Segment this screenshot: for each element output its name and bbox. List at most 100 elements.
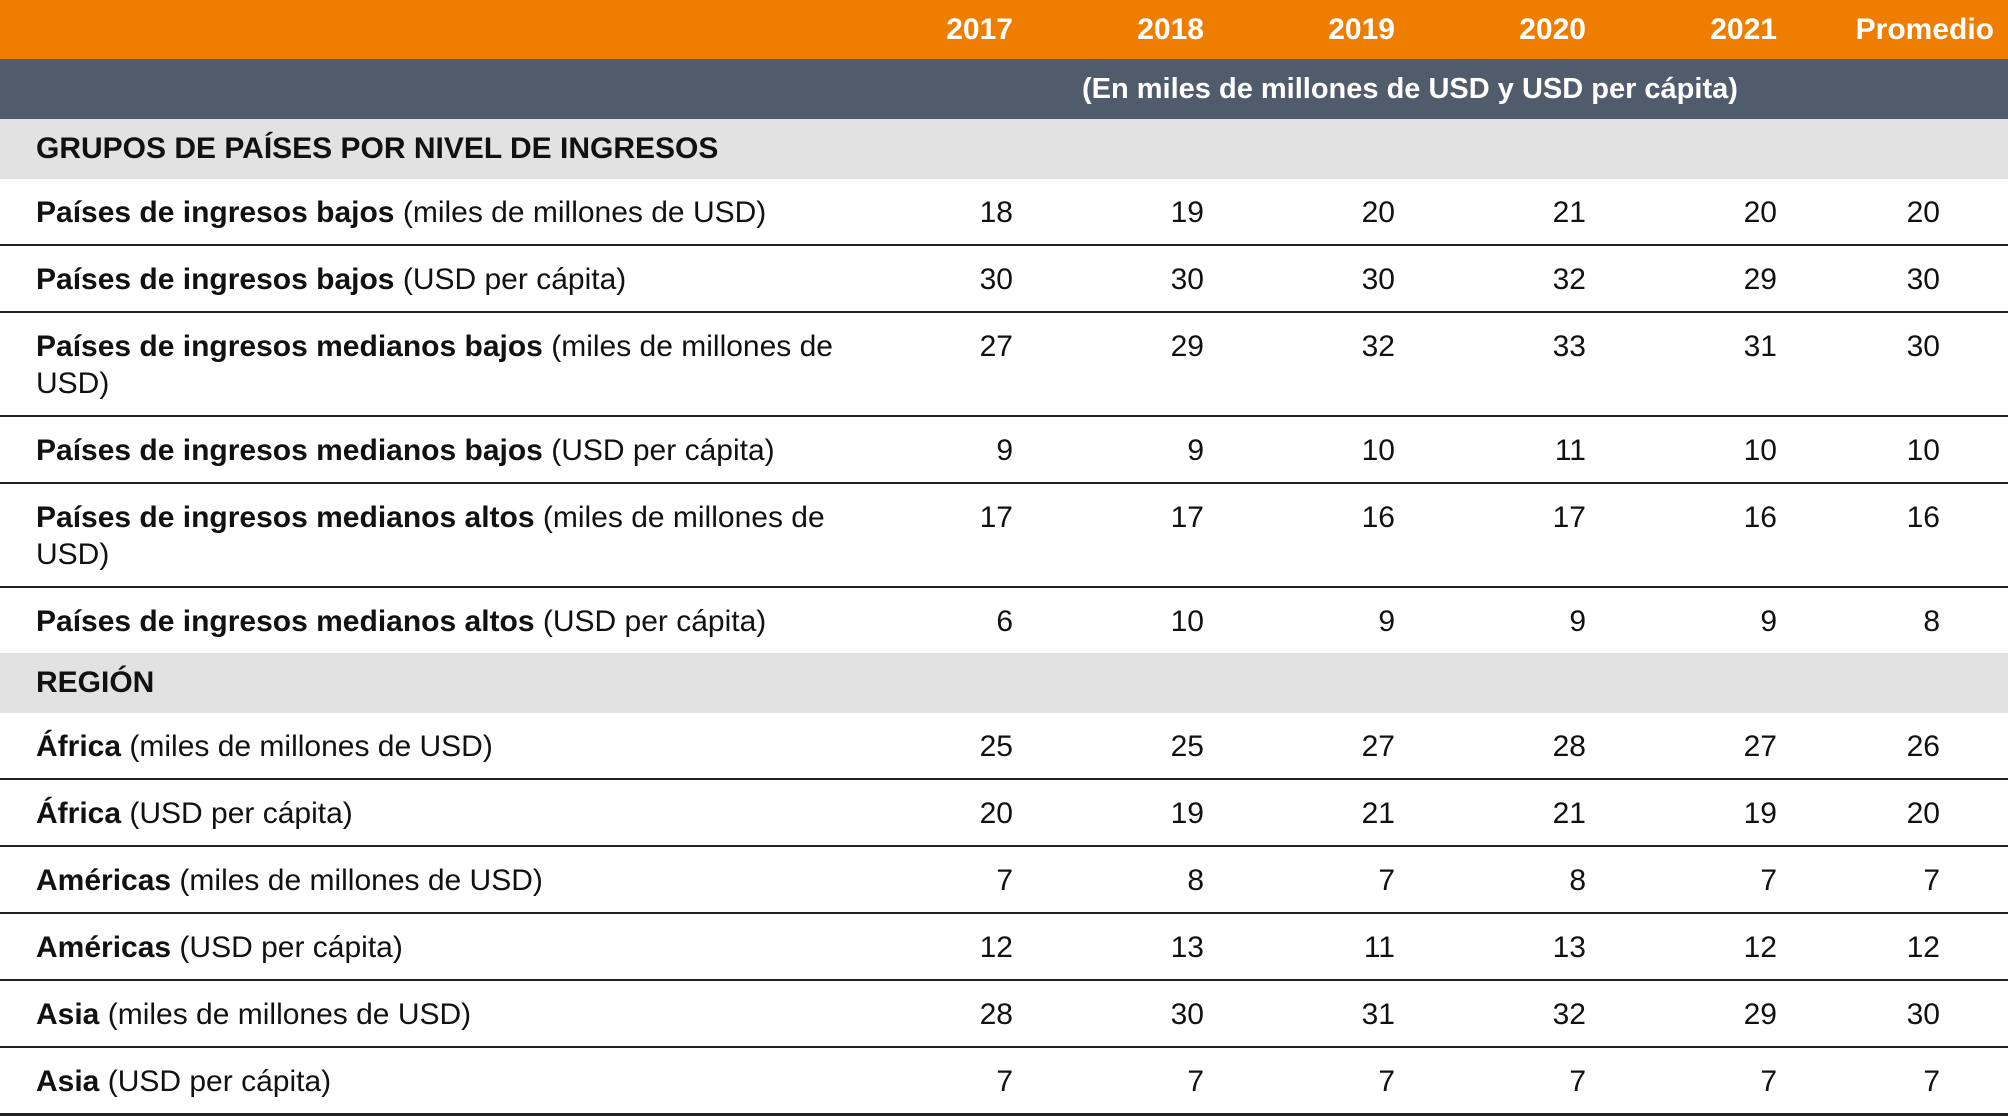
cell-promedio: 16	[1815, 483, 2008, 588]
cell-2021: 20	[1624, 179, 1815, 246]
cell-2018: 30	[1051, 245, 1242, 313]
row-label-name: África	[36, 730, 122, 763]
cell-2017: 7	[860, 846, 1051, 914]
row-label: Países de ingresos medianos bajos (USD p…	[0, 416, 860, 484]
cell-promedio: 10	[1815, 416, 2008, 484]
cell-2020: 28	[1433, 713, 1624, 780]
row-label-name: Américas	[36, 864, 172, 897]
section-header-row: REGIÓN	[0, 653, 2008, 713]
cell-2020: 32	[1433, 245, 1624, 313]
cell-2020: 33	[1433, 312, 1624, 417]
section-title: GRUPOS DE PAÍSES POR NIVEL DE INGRESOS	[0, 119, 2008, 179]
cell-2020: 21	[1433, 179, 1624, 246]
row-label: Países de ingresos bajos (miles de millo…	[0, 179, 860, 246]
column-header-2017: 2017	[860, 0, 1051, 59]
cell-2017: 7	[860, 1047, 1051, 1116]
cell-2020: 11	[1433, 416, 1624, 484]
cell-promedio: 30	[1815, 245, 2008, 313]
row-label: Asia (USD per cápita)	[0, 1047, 860, 1116]
cell-promedio: 12	[1815, 913, 2008, 981]
cell-promedio: 20	[1815, 779, 2008, 847]
row-label: Países de ingresos medianos altos (USD p…	[0, 587, 860, 653]
table-row: Asia (miles de millones de USD) 28 30 31 32 2…	[0, 980, 2008, 1048]
cell-2021: 29	[1624, 980, 1815, 1048]
cell-2020: 8	[1433, 846, 1624, 914]
cell-2019: 9	[1378, 605, 1395, 638]
cell-2021: 10	[1624, 416, 1815, 484]
table-row: Países de ingresos medianos altos (USD p…	[0, 587, 2008, 653]
row-label: Países de ingresos medianos altos (miles…	[0, 483, 860, 588]
cell-2018: 13	[1051, 913, 1242, 981]
cell-2021: 27	[1624, 713, 1815, 780]
section-title: REGIÓN	[0, 653, 2008, 713]
cell-2018: 19	[1051, 179, 1242, 246]
cell-2017: 27	[860, 312, 1051, 417]
cell-2018: 17	[1051, 483, 1242, 588]
cell-2020: 7	[1433, 1047, 1624, 1116]
cell-2017: 12	[860, 913, 1051, 981]
cell-2018: 9	[1051, 416, 1242, 484]
cell-2017: 25	[860, 713, 1051, 780]
table-body: GRUPOS DE PAÍSES POR NIVEL DE INGRESOS Pa…	[0, 119, 2008, 1116]
cell-promedio: 8	[1923, 605, 1940, 638]
column-header-2020: 2020	[1433, 0, 1624, 59]
units-subtitle: (En miles de millones de USD y USD per c…	[860, 59, 2008, 119]
row-label-name: Asia	[36, 998, 100, 1031]
column-header-promedio: Promedio	[1815, 0, 2008, 59]
cell-2018: 19	[1051, 779, 1242, 847]
cell-2019: 16	[1242, 483, 1433, 588]
row-label-unit: (USD per cápita)	[171, 931, 403, 964]
row-label-name: Américas	[36, 931, 172, 964]
row-label-unit: (USD per cápita)	[394, 263, 627, 296]
cell-2018: 29	[1051, 312, 1242, 417]
cell-promedio: 30	[1815, 980, 2008, 1048]
row-label-name: África	[36, 797, 122, 830]
row-label-unit: (USD per cápita)	[99, 1065, 332, 1098]
row-label-name: Asia	[36, 1065, 100, 1098]
table-row: Países de ingresos bajos (miles de millo…	[0, 179, 2008, 246]
section-header-row: GRUPOS DE PAÍSES POR NIVEL DE INGRESOS	[0, 119, 2008, 179]
row-label: Américas (USD per cápita)	[0, 913, 860, 981]
table-row: Países de ingresos medianos altos (miles…	[0, 483, 2008, 588]
row-label-name: Países de ingresos medianos altos	[36, 501, 535, 534]
row-label-name: Países de ingresos bajos	[36, 263, 395, 296]
cell-promedio: 30	[1815, 312, 2008, 417]
cell-2018: 25	[1051, 713, 1242, 780]
cell-2021: 31	[1624, 312, 1815, 417]
row-label: Países de ingresos bajos (USD per cápita…	[0, 245, 860, 313]
cell-2018: 8	[1051, 846, 1242, 914]
cell-promedio: 7	[1815, 1047, 2008, 1116]
cell-2020: 13	[1433, 913, 1624, 981]
row-label-unit: (USD per cápita)	[542, 434, 775, 467]
cell-promedio: 20	[1815, 179, 2008, 246]
header-row: 2017 2018 2019 2020 2021 Promedio	[0, 0, 2008, 59]
cell-2021: 29	[1624, 245, 1815, 313]
row-label-unit: (miles de millones de USD)	[171, 864, 543, 897]
table-row: Américas (miles de millones de USD) 7 8 7 8 7…	[0, 846, 2008, 914]
row-label-name: Países de ingresos medianos altos	[36, 605, 535, 638]
row-label: Asia (miles de millones de USD)	[0, 980, 860, 1048]
cell-2021: 7	[1624, 1047, 1815, 1116]
cell-2020: 32	[1433, 980, 1624, 1048]
table-row: Asia (USD per cápita) 7 7 7 7 7 7	[0, 1047, 2008, 1116]
cell-2017: 18	[860, 179, 1051, 246]
cell-2020: 21	[1433, 779, 1624, 847]
column-header-2018: 2018	[1051, 0, 1242, 59]
row-label-name: Países de ingresos medianos bajos	[36, 434, 543, 467]
cell-promedio: 26	[1815, 713, 2008, 780]
cell-2019: 20	[1242, 179, 1433, 246]
row-label-unit: (USD per cápita)	[534, 605, 767, 638]
cell-2021: 9	[1760, 605, 1777, 638]
column-header-2021: 2021	[1624, 0, 1815, 59]
row-label: Américas (miles de millones de USD)	[0, 846, 860, 914]
row-label-unit: (miles de millones de USD)	[99, 998, 472, 1031]
cell-2020: 17	[1433, 483, 1624, 588]
table-row: Países de ingresos bajos (USD per cápita…	[0, 245, 2008, 313]
cell-2017: 6	[996, 605, 1013, 638]
row-label: Países de ingresos medianos bajos (miles…	[0, 312, 860, 417]
row-label: África (miles de millones de USD)	[0, 713, 860, 780]
cell-2017: 9	[860, 416, 1051, 484]
cell-2019: 32	[1242, 312, 1433, 417]
table-row: África (miles de millones de USD) 25 25 27 2…	[0, 713, 2008, 780]
